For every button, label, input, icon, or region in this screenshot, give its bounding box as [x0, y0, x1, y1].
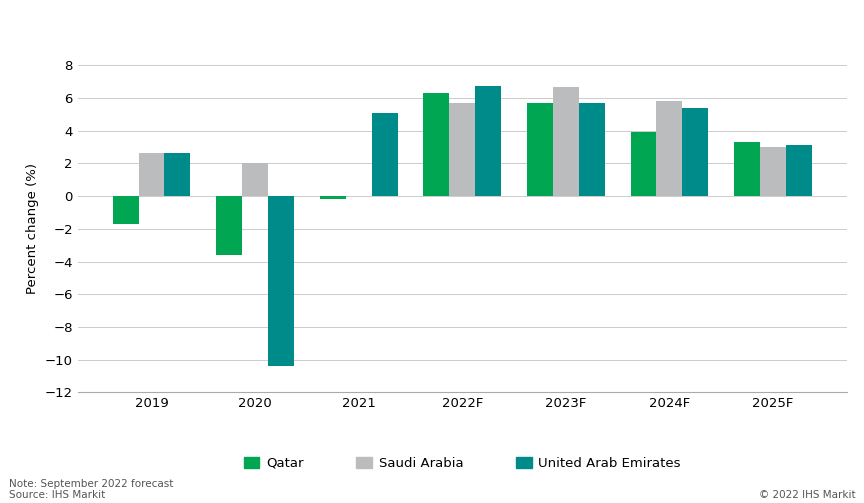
Bar: [449, 103, 475, 196]
Bar: [423, 93, 449, 196]
Bar: [631, 132, 657, 196]
Bar: [683, 108, 708, 196]
Legend: Qatar, Saudi Arabia, United Arab Emirates: Qatar, Saudi Arabia, United Arab Emirate…: [238, 451, 686, 475]
Bar: [527, 103, 553, 196]
Bar: [579, 103, 605, 196]
Bar: [734, 142, 760, 196]
Bar: [657, 101, 683, 196]
Text: © 2022 IHS Markit: © 2022 IHS Markit: [759, 490, 855, 500]
Bar: [138, 153, 164, 196]
Bar: [112, 196, 138, 224]
Bar: [216, 196, 242, 255]
Bar: [553, 87, 579, 196]
Bar: [760, 147, 786, 196]
Text: Note: September 2022 forecast
Source: IHS Markit: Note: September 2022 forecast Source: IH…: [9, 479, 173, 500]
Bar: [786, 145, 812, 196]
Bar: [475, 86, 501, 196]
Bar: [372, 113, 397, 196]
Bar: [242, 163, 268, 196]
Text: Total construction spending: Total construction spending: [10, 16, 271, 34]
Bar: [320, 196, 346, 199]
Bar: [268, 196, 294, 366]
Y-axis label: Percent change (%): Percent change (%): [26, 163, 39, 294]
Bar: [164, 153, 190, 196]
